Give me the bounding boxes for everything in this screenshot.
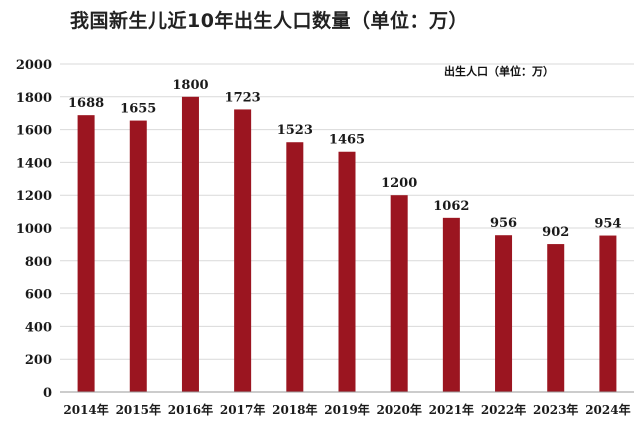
legend-label: 出生人口（单位：万） bbox=[444, 65, 554, 78]
data-label: 1062 bbox=[433, 199, 469, 214]
y-tick-label: 800 bbox=[25, 255, 52, 270]
y-tick-label: 200 bbox=[25, 353, 52, 368]
y-tick-label: 1800 bbox=[16, 91, 52, 106]
y-tick-label: 1200 bbox=[16, 189, 52, 204]
data-label: 1688 bbox=[68, 96, 104, 111]
x-tick-label: 2018年 bbox=[272, 402, 317, 417]
y-tick-label: 2000 bbox=[16, 58, 52, 73]
y-tick-label: 600 bbox=[25, 288, 52, 303]
x-tick-label: 2020年 bbox=[376, 402, 421, 417]
x-tick-label: 2023年 bbox=[533, 402, 578, 417]
bar bbox=[338, 151, 356, 392]
y-tick-label: 0 bbox=[43, 386, 52, 401]
bars bbox=[77, 96, 617, 393]
data-label: 1523 bbox=[277, 123, 313, 138]
bar bbox=[390, 195, 408, 392]
x-tick-label: 2019年 bbox=[324, 402, 369, 417]
x-tick-label: 2022年 bbox=[481, 402, 526, 417]
bar bbox=[234, 109, 252, 392]
bar bbox=[286, 142, 304, 392]
bar bbox=[495, 235, 513, 392]
x-tick-label: 2014年 bbox=[63, 402, 108, 417]
data-label: 1655 bbox=[120, 102, 156, 117]
bar bbox=[547, 244, 565, 392]
bar bbox=[181, 96, 199, 393]
data-label: 1200 bbox=[381, 176, 417, 191]
bar bbox=[599, 235, 617, 392]
x-tick-label: 2021年 bbox=[429, 402, 474, 417]
data-labels: 1688 1655 1800 1723 1523 1465 1200 1062 956 902 95… bbox=[68, 78, 621, 240]
x-tick-label: 2017年 bbox=[220, 402, 265, 417]
chart-title: 我国新生儿近10年出生人口数量（单位：万） bbox=[70, 10, 468, 32]
bar bbox=[129, 120, 147, 392]
data-label: 956 bbox=[490, 216, 517, 231]
data-label: 1465 bbox=[329, 133, 365, 148]
bar bbox=[77, 115, 95, 392]
data-label: 954 bbox=[594, 217, 621, 232]
data-label: 1723 bbox=[225, 90, 261, 105]
y-tick-label: 400 bbox=[25, 320, 52, 335]
x-tick-label: 2015年 bbox=[116, 402, 161, 417]
y-tick-label: 1000 bbox=[16, 222, 52, 237]
data-label: 902 bbox=[542, 225, 569, 240]
x-tick-label: 2024年 bbox=[585, 402, 630, 417]
y-tick-label: 1400 bbox=[16, 156, 52, 171]
x-axis-tick-labels: 2014年 2015年 2016年 2017年 2018年 2019年 2020年 2021年… bbox=[63, 402, 630, 417]
bar bbox=[442, 217, 460, 392]
y-tick-label: 1600 bbox=[16, 124, 52, 139]
data-label: 1800 bbox=[172, 78, 208, 93]
x-tick-label: 2016年 bbox=[168, 402, 213, 417]
y-axis-tick-labels: 0 200 400 600 800 1000 1200 1400 1600 1800 2000 bbox=[16, 58, 52, 401]
